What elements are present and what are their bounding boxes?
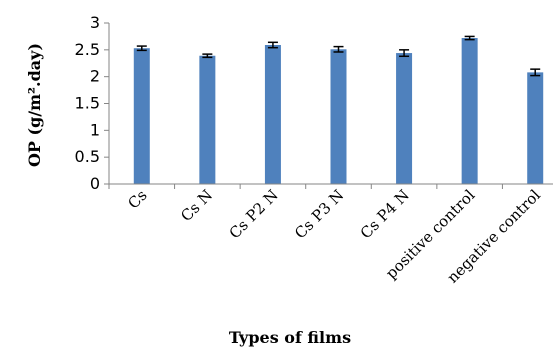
y-tick-label: 0.5 <box>75 147 100 166</box>
bar <box>396 53 413 185</box>
x-axis-title: Types of films <box>229 328 351 347</box>
x-category-label: Cs P4 N <box>357 186 413 242</box>
bar <box>199 55 216 185</box>
y-tick-label: 3 <box>90 13 100 32</box>
x-category-label: Cs P2 N <box>226 186 282 242</box>
bars <box>133 38 544 185</box>
y-tick-label: 2 <box>90 67 100 86</box>
x-category-label: Cs P3 N <box>291 186 347 242</box>
x-category-label: Cs <box>124 186 150 212</box>
bar <box>264 45 281 185</box>
bar <box>461 38 478 184</box>
x-category-label: Cs N <box>177 186 216 225</box>
bar <box>133 48 150 185</box>
y-tick-label: 0 <box>90 174 100 193</box>
bar <box>527 72 544 184</box>
y-axis-title: OP (g/m².day) <box>25 43 44 167</box>
y-axis-ticks: 0 0.5 1 1.5 2 2.5 3 <box>75 13 503 193</box>
y-tick-label: 1 <box>90 120 100 139</box>
y-tick-label: 2.5 <box>75 40 100 59</box>
bar <box>330 49 347 185</box>
error-bars <box>136 35 541 77</box>
y-tick-label: 1.5 <box>75 94 100 113</box>
